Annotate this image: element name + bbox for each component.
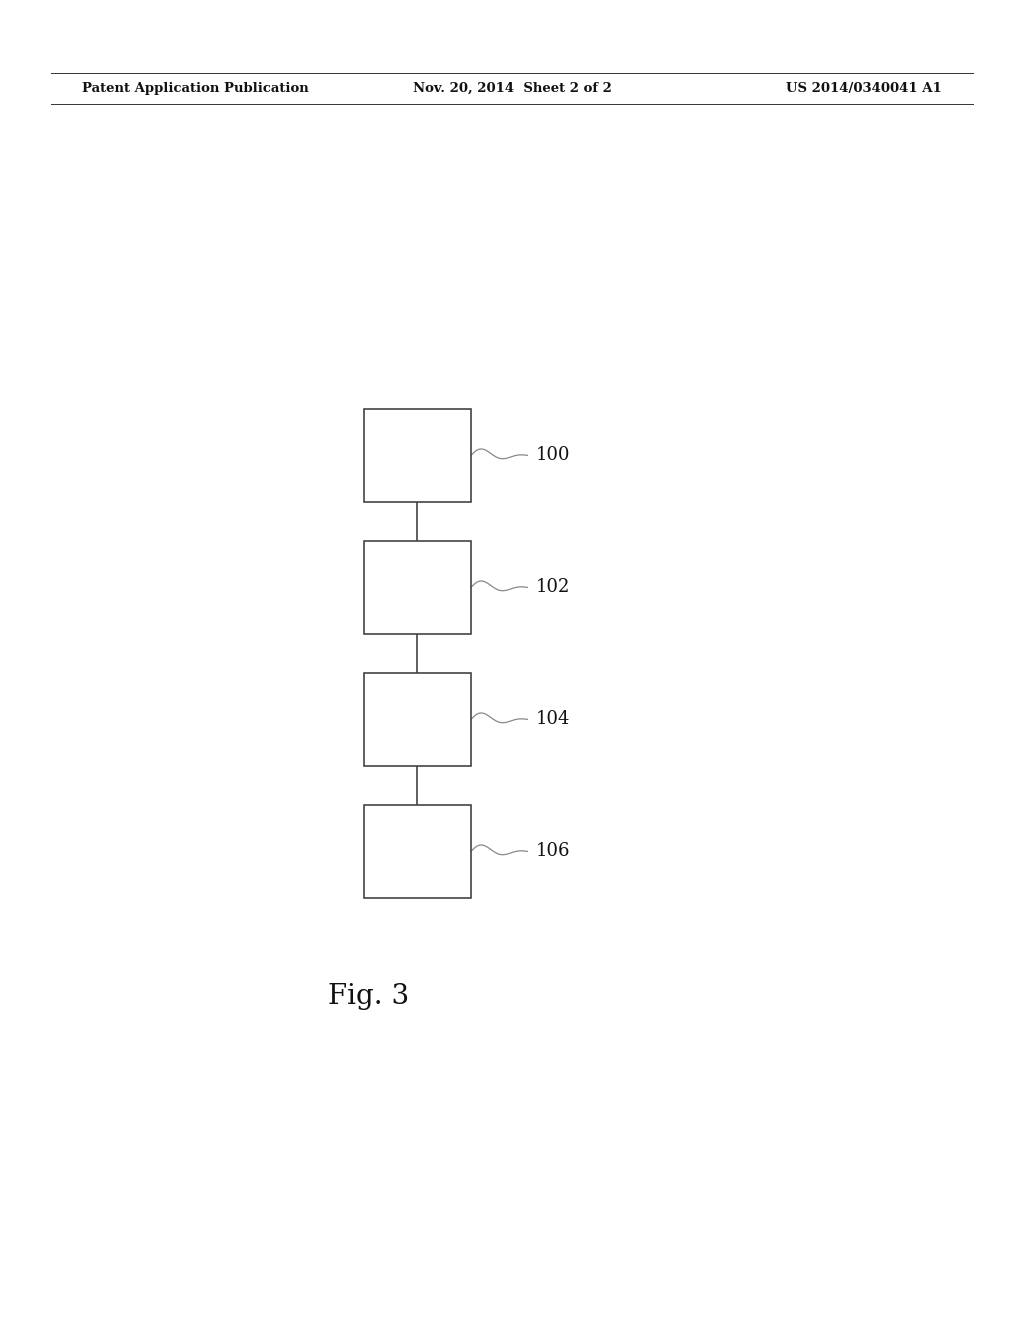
Text: 104: 104 (536, 710, 570, 729)
Text: US 2014/0340041 A1: US 2014/0340041 A1 (786, 82, 942, 95)
Bar (364, 541, 471, 634)
Bar (364, 409, 471, 502)
Bar (364, 673, 471, 766)
Text: Patent Application Publication: Patent Application Publication (82, 82, 308, 95)
Text: 102: 102 (536, 578, 570, 597)
Text: Nov. 20, 2014  Sheet 2 of 2: Nov. 20, 2014 Sheet 2 of 2 (413, 82, 611, 95)
Text: 100: 100 (536, 446, 570, 465)
Text: Fig. 3: Fig. 3 (328, 983, 409, 1010)
Text: 106: 106 (536, 842, 570, 861)
Bar (364, 805, 471, 898)
